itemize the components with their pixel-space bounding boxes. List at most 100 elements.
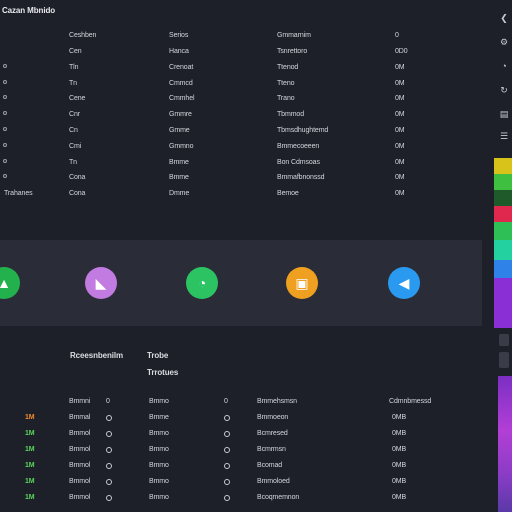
rail-segment[interactable]: [494, 260, 512, 278]
column-header[interactable]: 0: [224, 398, 228, 405]
table-row[interactable]: Tn Bmme Bon Cdmsoas 0M: [0, 158, 490, 173]
table-row[interactable]: Cene Cmmhel Trano 0M: [0, 95, 490, 109]
cell: Bmme: [169, 174, 189, 182]
cell: 0MB: [392, 462, 407, 469]
column-header[interactable]: Cdmnbmessd: [389, 398, 432, 405]
scroll-thumb[interactable]: [499, 352, 509, 368]
row-radio[interactable]: [3, 111, 7, 116]
orange-app-icon[interactable]: ▣: [286, 267, 318, 299]
table-row[interactable]: 1M Bmmol Bmmo Bmmoloed 0MB: [0, 478, 490, 492]
rail-segment[interactable]: [494, 278, 512, 300]
cell: Tteno: [277, 79, 295, 87]
table-row[interactable]: Cen Hanca Tsnrettoro 0D0: [0, 48, 490, 62]
cell: Bmmol: [69, 478, 91, 485]
cell: 0MB: [392, 478, 407, 485]
rail-segment[interactable]: [494, 222, 512, 240]
table-row[interactable]: 1M Bmmal Bmme Bmmoeon 0MB: [0, 414, 490, 428]
circle-icon[interactable]: [106, 415, 112, 423]
scroll-thumb[interactable]: [499, 334, 509, 346]
status-badge: 1M: [25, 494, 35, 501]
rail-segment[interactable]: [494, 174, 512, 190]
cell: Hanca: [169, 48, 189, 55]
cell: 0M: [395, 158, 405, 166]
circle-icon[interactable]: [106, 479, 112, 487]
green-app-icon[interactable]: ▲: [0, 267, 20, 299]
cell: Bmmoloed: [257, 478, 290, 485]
refresh-icon[interactable]: ↻: [500, 84, 508, 95]
list-icon[interactable]: ☰: [500, 130, 508, 141]
rail-segment[interactable]: [494, 240, 512, 260]
cell: 0MB: [392, 494, 407, 501]
table-row[interactable]: 1M Bmmol Bmmo Bcoqmemnon 0MB: [0, 494, 490, 508]
row-radio[interactable]: [3, 158, 7, 163]
row-radio[interactable]: [3, 127, 7, 131]
cell: 0MB: [392, 414, 407, 421]
circle-icon[interactable]: [224, 479, 230, 487]
row-radio[interactable]: [3, 63, 7, 68]
table-row[interactable]: Trahanes Cona Dmme Bemoe 0M: [0, 190, 490, 204]
cell: Tsnrettoro: [277, 48, 308, 55]
circle-icon[interactable]: [224, 463, 230, 471]
chat-app-icon[interactable]: ◔: [186, 267, 218, 299]
color-rail[interactable]: [494, 158, 512, 328]
cell: 0M: [395, 79, 405, 87]
circle-icon[interactable]: [224, 495, 230, 503]
table-row[interactable]: 1M Bmmol Bmmo Bcomad 0MB: [0, 462, 490, 476]
rail-segment[interactable]: [494, 300, 512, 328]
clipboard-icon[interactable]: ▤: [499, 108, 509, 119]
cell: Bmmo: [149, 446, 169, 453]
history-icon[interactable]: ◔: [501, 61, 507, 71]
circle-icon[interactable]: [224, 431, 230, 439]
circle-icon[interactable]: [224, 447, 230, 455]
row-radio[interactable]: [3, 95, 7, 100]
rail-segment[interactable]: [494, 206, 512, 222]
circle-icon[interactable]: [224, 415, 230, 423]
table-row[interactable]: Cona Bmme Bmmafbnonssd 0M: [0, 174, 490, 188]
gradient-scrollbar[interactable]: [498, 376, 512, 512]
column-header[interactable]: 0: [395, 32, 399, 39]
table-row[interactable]: Tn Cmmcd Tteno 0M: [0, 79, 490, 94]
collapse-chevron-icon[interactable]: ❮: [500, 12, 508, 23]
cell: Cmmhel: [169, 95, 195, 103]
rail-segment[interactable]: [494, 158, 512, 174]
circle-icon[interactable]: [106, 495, 112, 503]
column-header[interactable]: Serios: [169, 32, 189, 39]
table-row[interactable]: Cnr Gmmre Tbmmod 0M: [0, 111, 490, 125]
circle-icon[interactable]: [106, 431, 112, 439]
cell: Bmmal: [69, 414, 91, 421]
column-header[interactable]: Bmmo: [149, 398, 169, 405]
settings-icon[interactable]: ⚙: [500, 36, 508, 47]
cell: Bcomad: [257, 462, 283, 469]
cell: Bmmo: [149, 478, 169, 485]
status-badge: 1M: [25, 478, 35, 485]
cell: Bmmol: [69, 462, 91, 469]
cell: Bmme: [149, 414, 169, 421]
cell: Gmme: [169, 127, 190, 134]
cell: Gmmre: [169, 111, 192, 119]
cell: Tn: [69, 79, 77, 87]
column-header[interactable]: Bmmni: [69, 398, 91, 405]
column-header[interactable]: Ceshben: [69, 32, 97, 39]
table-row[interactable]: 1M Bmmol Bmmo Bcmrmsn 0MB: [0, 446, 490, 460]
purple-app-icon[interactable]: ◣: [85, 267, 117, 299]
blue-app-icon[interactable]: ◀: [388, 267, 420, 299]
table-row[interactable]: Cmi Gmmno Bmmecoeeen 0M: [0, 142, 490, 157]
row-lead-label: Trahanes: [4, 190, 33, 198]
window-title: Cazan Mbnido: [2, 6, 56, 15]
row-radio[interactable]: [3, 142, 7, 147]
column-header[interactable]: Bmmehsmsn: [257, 398, 297, 405]
column-header[interactable]: 0: [106, 398, 110, 405]
section-heading: Trrotues: [147, 368, 179, 377]
circle-icon[interactable]: [106, 463, 112, 471]
column-header[interactable]: Gmmarnim: [277, 32, 311, 39]
circle-icon[interactable]: [106, 447, 112, 455]
cell: Bmmol: [69, 446, 91, 453]
table-row[interactable]: Cn Gmme Tbmsdhughtemd 0M: [0, 127, 490, 141]
cell: Bmme: [169, 158, 189, 166]
table-row[interactable]: Tln Crenoat Ttenod 0M: [0, 63, 490, 78]
row-radio[interactable]: [3, 79, 7, 84]
row-radio[interactable]: [3, 174, 7, 179]
table-row[interactable]: 1M Bmmol Bmmo Bcmresed 0MB: [0, 430, 490, 444]
status-badge: 1M: [25, 446, 35, 453]
rail-segment[interactable]: [494, 190, 512, 206]
